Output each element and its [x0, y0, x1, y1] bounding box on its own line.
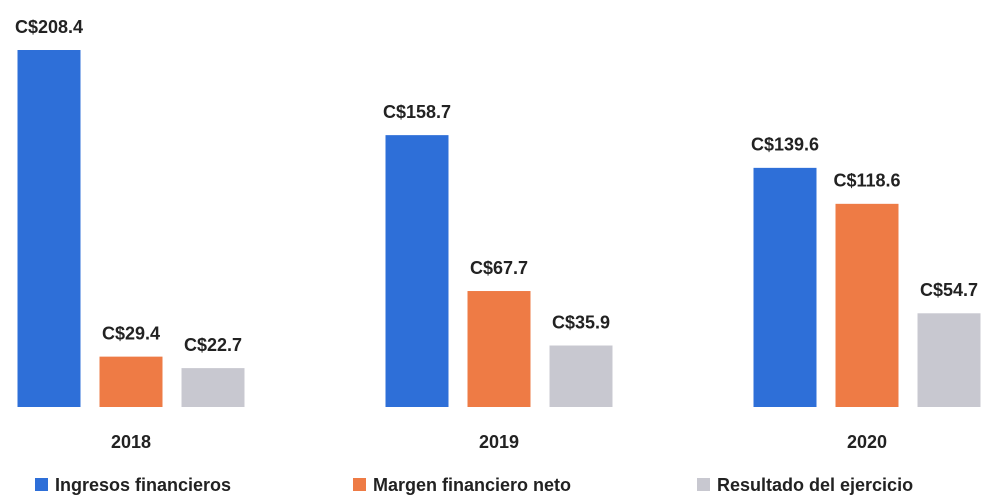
bar: [181, 368, 245, 407]
bar: [385, 135, 449, 407]
bar: [835, 203, 899, 407]
x-tick-label: 2019: [479, 432, 519, 452]
x-tick-label: 2018: [111, 432, 151, 452]
data-label: C$208.4: [15, 17, 83, 37]
data-label: C$139.6: [751, 135, 819, 155]
bar: [549, 345, 613, 407]
legend-swatch: [353, 478, 366, 491]
bar: [17, 50, 81, 407]
legend-label: Margen financiero neto: [373, 475, 571, 495]
data-label: C$158.7: [383, 102, 451, 122]
bar: [467, 291, 531, 407]
legend-swatch: [35, 478, 48, 491]
bar: [99, 356, 163, 407]
data-label: C$118.6: [833, 171, 900, 191]
legend-label: Ingresos financieros: [55, 475, 231, 495]
data-label: C$54.7: [920, 280, 978, 300]
data-label: C$67.7: [470, 258, 528, 278]
data-label: C$29.4: [102, 323, 160, 343]
data-label: C$22.7: [184, 335, 242, 355]
bar: [917, 313, 981, 407]
data-label: C$35.9: [552, 312, 610, 332]
legend-label: Resultado del ejercicio: [717, 475, 913, 495]
x-tick-label: 2020: [847, 432, 887, 452]
bar: [753, 167, 817, 407]
legend-swatch: [697, 478, 710, 491]
